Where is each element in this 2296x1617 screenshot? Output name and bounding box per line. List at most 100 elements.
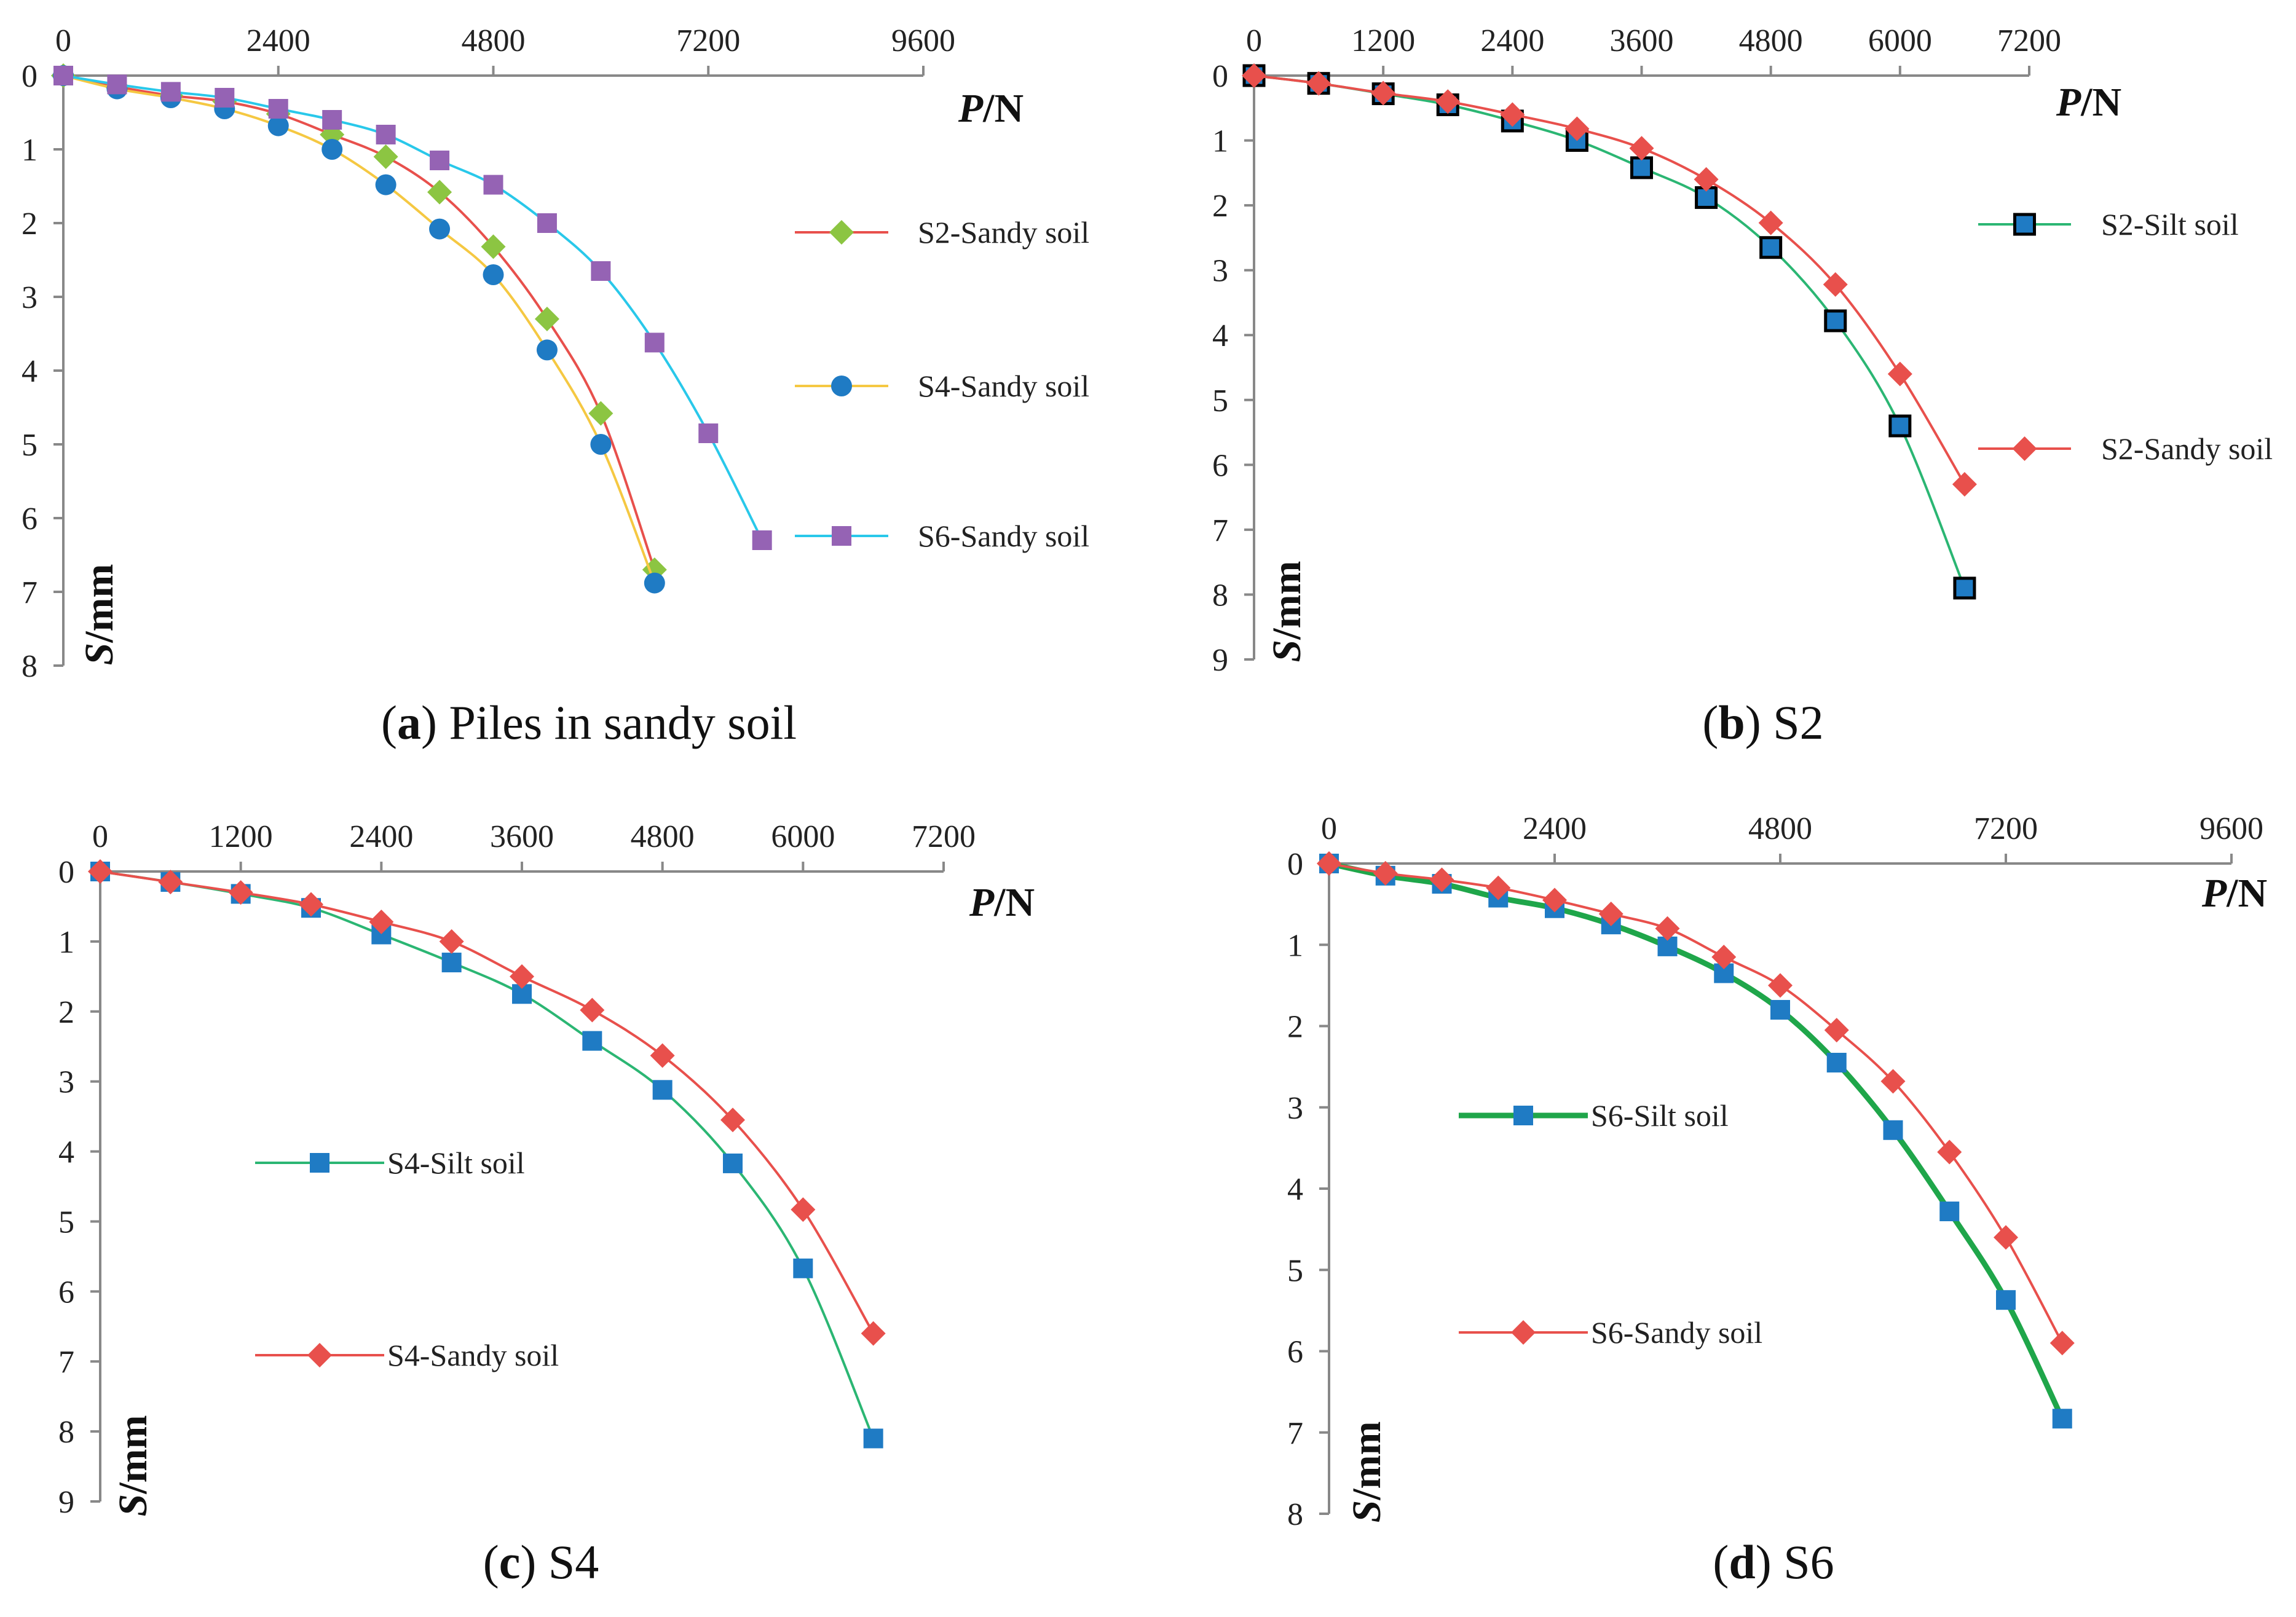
data-point bbox=[267, 115, 289, 136]
data-point bbox=[375, 174, 396, 195]
y-tick-label: 7 bbox=[22, 575, 37, 610]
legend-entry: S4-Sandy soil bbox=[795, 369, 1089, 403]
y-tick-label: 3 bbox=[22, 280, 37, 315]
data-point bbox=[1371, 81, 1396, 106]
series-s4-sandy-soil bbox=[88, 859, 886, 1346]
data-point bbox=[2052, 1409, 2072, 1429]
data-point bbox=[591, 261, 611, 281]
y-tick-label: 1 bbox=[1212, 124, 1228, 159]
data-point bbox=[1953, 576, 1976, 600]
legend-label: S6-Sandy soil bbox=[1591, 1315, 1762, 1350]
y-axis-title-unit: /mm bbox=[1344, 1421, 1389, 1500]
legend-marker bbox=[310, 1153, 329, 1173]
caption-text: S2 bbox=[1773, 696, 1823, 749]
legend-marker bbox=[2013, 213, 2036, 236]
y-tick-label: 0 bbox=[1287, 847, 1303, 882]
y-tick-label: 8 bbox=[22, 649, 37, 684]
data-point bbox=[1500, 102, 1525, 127]
data-point bbox=[215, 88, 235, 108]
caption-text: Piles in sandy soil bbox=[449, 696, 797, 749]
x-tick-label: 6000 bbox=[771, 819, 835, 854]
y-tick-label: 5 bbox=[58, 1205, 74, 1240]
y-tick-label: 9 bbox=[58, 1485, 74, 1520]
data-point bbox=[588, 401, 613, 426]
y-tick-label: 5 bbox=[1212, 384, 1228, 419]
data-point bbox=[793, 1258, 813, 1278]
data-point bbox=[720, 1108, 745, 1133]
data-point bbox=[430, 151, 450, 170]
x-tick-label: 3600 bbox=[490, 819, 554, 854]
data-point bbox=[1888, 414, 1912, 438]
legend-label: S6-Silt soil bbox=[1591, 1098, 1729, 1133]
data-point bbox=[752, 530, 772, 550]
data-point bbox=[481, 234, 506, 259]
x-tick-label: 7200 bbox=[1997, 23, 2061, 58]
caption-text: S6 bbox=[1783, 1535, 1834, 1589]
chart-panel-a: 0 2400 4800 7200 9600 0 1 2 3 4 5 6 7 8 P/N S/mm S2-Sand… bbox=[22, 23, 1089, 749]
data-point bbox=[1435, 89, 1461, 114]
x-axis-title-unit: /N bbox=[2080, 80, 2121, 125]
y-tick-label: 7 bbox=[1212, 513, 1228, 548]
y-axis-title-unit: /mm bbox=[111, 1415, 156, 1494]
data-point bbox=[536, 339, 558, 361]
data-point bbox=[1824, 1018, 1849, 1043]
legend-entry: S4-Sandy soil bbox=[255, 1338, 559, 1372]
data-point bbox=[268, 99, 288, 119]
legend-label: S4-Sandy soil bbox=[387, 1338, 559, 1372]
data-point bbox=[322, 110, 342, 130]
data-point bbox=[1887, 361, 1912, 387]
y-tick-label: 3 bbox=[1212, 254, 1228, 289]
legend-marker bbox=[832, 526, 851, 546]
data-point bbox=[376, 125, 396, 144]
legend-label: S6-Sandy soil bbox=[918, 519, 1089, 553]
x-tick-label: 7200 bbox=[676, 23, 740, 58]
legend-label: S2-Sandy soil bbox=[918, 215, 1089, 250]
y-tick-label: 4 bbox=[22, 354, 37, 389]
data-point bbox=[1694, 167, 1719, 192]
legend-entry: S2-Sandy soil bbox=[1978, 431, 2273, 466]
y-tick-label: 8 bbox=[1212, 578, 1228, 613]
legend-marker bbox=[829, 220, 854, 245]
x-axis-title-symbol: P bbox=[2201, 871, 2227, 916]
x-axis-title-unit: /N bbox=[993, 880, 1035, 925]
x-axis-title-symbol: P bbox=[969, 880, 995, 925]
legend-label: S4-Silt soil bbox=[387, 1146, 525, 1180]
x-axis-title: P/N bbox=[969, 880, 1035, 925]
y-tick-label: 6 bbox=[1212, 448, 1228, 483]
y-tick-label: 0 bbox=[22, 59, 37, 94]
data-point bbox=[427, 179, 452, 205]
legend-entry: S2-Silt soil bbox=[1978, 207, 2239, 242]
data-point bbox=[582, 1031, 602, 1051]
x-axis-title-symbol: P bbox=[958, 86, 984, 131]
x-tick-label: 0 bbox=[1321, 811, 1337, 846]
data-point bbox=[791, 1197, 816, 1222]
legend-entry: S2-Sandy soil bbox=[795, 215, 1089, 250]
y-tick-label: 7 bbox=[58, 1345, 74, 1380]
data-point bbox=[1598, 901, 1623, 926]
data-point bbox=[158, 870, 183, 895]
y-tick-label: 8 bbox=[1287, 1497, 1303, 1532]
data-point bbox=[1824, 309, 1847, 332]
x-tick-label: 1200 bbox=[209, 819, 273, 854]
caption-close-paren: ) bbox=[421, 696, 449, 749]
y-tick-label: 6 bbox=[58, 1275, 74, 1310]
x-tick-label: 4800 bbox=[1748, 811, 1812, 846]
y-axis-title: S/mm bbox=[77, 564, 122, 665]
caption-letter: a bbox=[397, 696, 421, 749]
legend-marker bbox=[1511, 1320, 1536, 1345]
y-axis-title-symbol: S bbox=[1264, 640, 1309, 663]
caption-letter: d bbox=[1729, 1535, 1755, 1589]
x-tick-label: 4800 bbox=[462, 23, 526, 58]
legend-entry: S6-Silt soil bbox=[1459, 1098, 1729, 1133]
data-point bbox=[299, 892, 323, 917]
y-tick-label: 2 bbox=[1212, 189, 1228, 224]
x-axis-title-unit: /N bbox=[982, 86, 1024, 131]
y-tick-label: 4 bbox=[1212, 318, 1228, 353]
y-tick-label: 6 bbox=[1287, 1335, 1303, 1370]
y-axis-title: S/mm bbox=[1264, 561, 1309, 662]
data-point bbox=[650, 1043, 675, 1068]
data-point bbox=[1564, 116, 1590, 141]
chart-caption: (a) Piles in sandy soil bbox=[381, 696, 797, 749]
data-point bbox=[160, 82, 181, 102]
x-tick-label: 0 bbox=[92, 819, 108, 854]
